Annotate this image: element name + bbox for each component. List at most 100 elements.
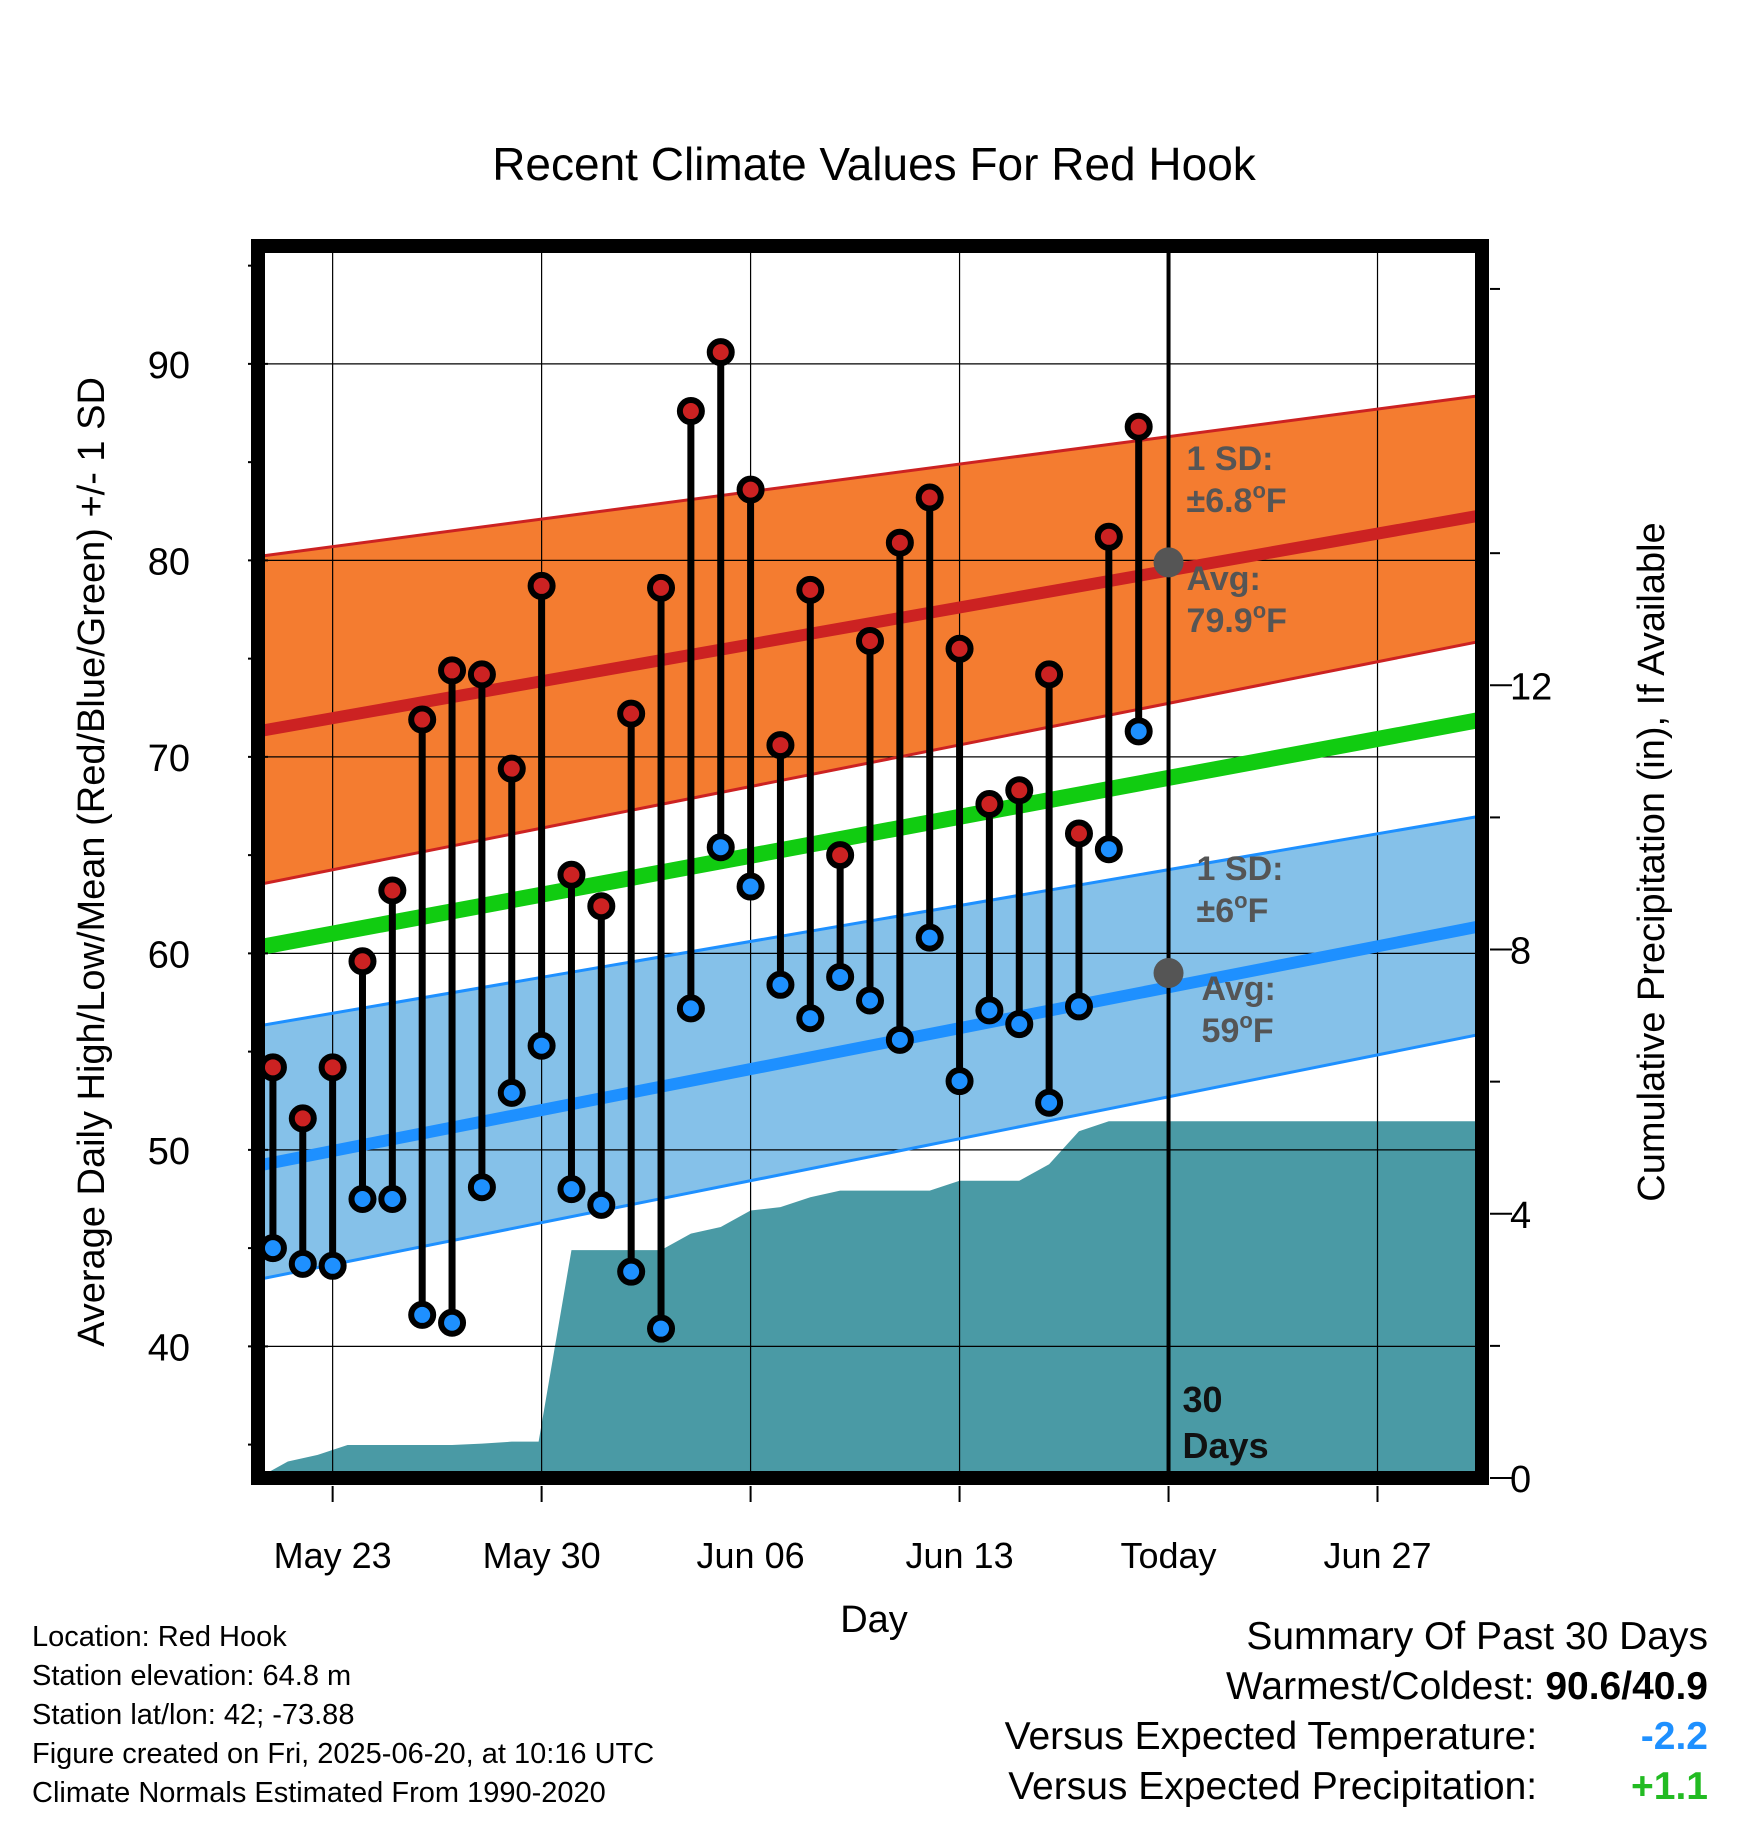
precip-label: Versus Expected Precipitation: [1008,1765,1538,1808]
daily-high-point [1035,660,1064,689]
summary-panel: Summary Of Past 30 Days Warmest/Coldest:… [1005,1612,1708,1812]
temp-row: Versus Expected Temperature: -2.2 [1005,1712,1708,1762]
daily-low-point [796,1004,825,1033]
daily-high-point [647,573,676,602]
x-axis-title: Day [840,1599,908,1641]
daily-high-point [258,1053,287,1082]
daily-low-point [318,1251,347,1280]
high-sd-annotation-degree: o [1252,478,1265,503]
y-axis-title: Average Daily High/Low/Mean (Red/Blue/Gr… [71,377,113,1347]
low-lower-edge [258,1032,1482,1282]
precip-row: Versus Expected Precipitation: +1.1 [1005,1762,1708,1812]
daily-high-point [885,528,914,557]
daily-low-point [736,872,765,901]
low-sd-annotation-number: ±6 [1197,892,1235,930]
daily-high-point [826,841,855,870]
daily-low-point [1124,717,1153,746]
daily-low-point [408,1300,437,1329]
x-tick-label: Jun 13 [906,1535,1014,1576]
x-tick-label: May 23 [274,1535,392,1576]
high-avg-line [258,509,1482,738]
daily-low-point [915,923,944,952]
low-sd-annotation: 1 SD:±6oF [1197,850,1284,930]
daily-low-point [348,1184,377,1213]
low-avg-annotation-value: 59oF [1202,1008,1274,1050]
low-sd-annotation-value: ±6oF [1197,888,1269,930]
high-sd-annotation-unit: F [1266,482,1287,520]
daily-high-point [617,699,646,728]
station-info: Location: Red Hook Station elevation: 64… [32,1618,654,1813]
daily-high-point [915,483,944,512]
daily-low-point [1035,1088,1064,1117]
daily-high-point [288,1104,317,1133]
daily-low-point [766,970,795,999]
daily-high-point [467,660,496,689]
x-tick-label: Jun 06 [697,1535,805,1576]
daily-low-point [945,1067,974,1096]
high-sd-annotation-value: ±6.8oF [1187,478,1287,520]
daily-low-point [258,1234,287,1263]
daily-high-point [408,705,437,734]
y2-tick-label: 0 [1510,1459,1531,1501]
created-text: Figure created on Fri, 2025-06-20, at 10… [32,1738,655,1770]
y-tick-label: 70 [148,738,190,780]
days-label-number: 30 [1183,1379,1223,1420]
low-avg-annotation-title: Avg: [1202,970,1276,1008]
daily-high-point [318,1053,347,1082]
days-label-group: 30 Days [1183,1379,1269,1466]
high-avg-annotation-title: Avg: [1187,560,1261,598]
daily-high-point [945,634,974,663]
location-text: Location: Red Hook [32,1621,287,1653]
daily-low-point [706,833,735,862]
normals-text: Climate Normals Estimated From 1990-2020 [32,1777,606,1809]
low-sd-annotation-unit: F [1248,892,1269,930]
y2-axis-title: Cumulative Precipitation (in), If Availa… [1631,522,1673,1201]
low-avg-annotation-degree: o [1239,1008,1252,1033]
high-sd-annotation-title: 1 SD: [1187,440,1274,478]
temp-label: Versus Expected Temperature: [1004,1715,1538,1758]
high-avg-annotation-value: 79.9oF [1187,598,1287,640]
temp-value: -2.2 [1640,1715,1708,1758]
daily-low-point [527,1031,556,1060]
daily-low-point [885,1025,914,1054]
y-tick-label: 50 [148,1131,190,1173]
precip-value: +1.1 [1631,1765,1708,1808]
x-tick-label: Jun 27 [1323,1535,1431,1576]
y-tick-label: 60 [148,934,190,976]
warm-cold-value: 90.6/40.9 [1545,1665,1708,1708]
y-tick-label: 80 [148,541,190,583]
daily-high-point [736,475,765,504]
low-avg-annotation: Avg:59oF [1202,970,1276,1050]
chart-title: Recent Climate Values For Red Hook [492,138,1257,190]
daily-low-point [497,1078,526,1107]
daily-high-point [438,656,467,685]
latlon-text: Station lat/lon: 42; -73.88 [32,1699,355,1731]
daily-low-point [1005,1010,1034,1039]
daily-low-point [438,1308,467,1337]
daily-high-point [1005,776,1034,805]
daily-low-point [557,1175,586,1204]
x-tick-label: May 30 [483,1535,601,1576]
precip-area [258,1121,1482,1478]
low-avg-line [258,919,1482,1172]
y-tick-label: 40 [148,1327,190,1369]
elevation-text: Station elevation: 64.8 m [32,1660,352,1692]
summary-title: Summary Of Past 30 Days [1246,1615,1708,1658]
daily-low-point [1064,992,1093,1021]
y2-tick-label: 8 [1510,931,1531,973]
high-avg-annotation-number: 79.9 [1187,602,1253,640]
daily-high-point [796,575,825,604]
daily-high-point [856,626,884,655]
daily-high-point [676,397,705,426]
high-sd-annotation: 1 SD:±6.8oF [1187,440,1287,520]
daily-high-point [1124,412,1153,441]
today-high-avg-marker [1153,547,1184,578]
daily-low-point [676,994,705,1023]
high-sd-annotation-number: ±6.8 [1187,482,1253,520]
high-avg-annotation-unit: F [1266,602,1287,640]
low-sd-annotation-title: 1 SD: [1197,850,1284,888]
plot-frame [251,239,1489,1485]
